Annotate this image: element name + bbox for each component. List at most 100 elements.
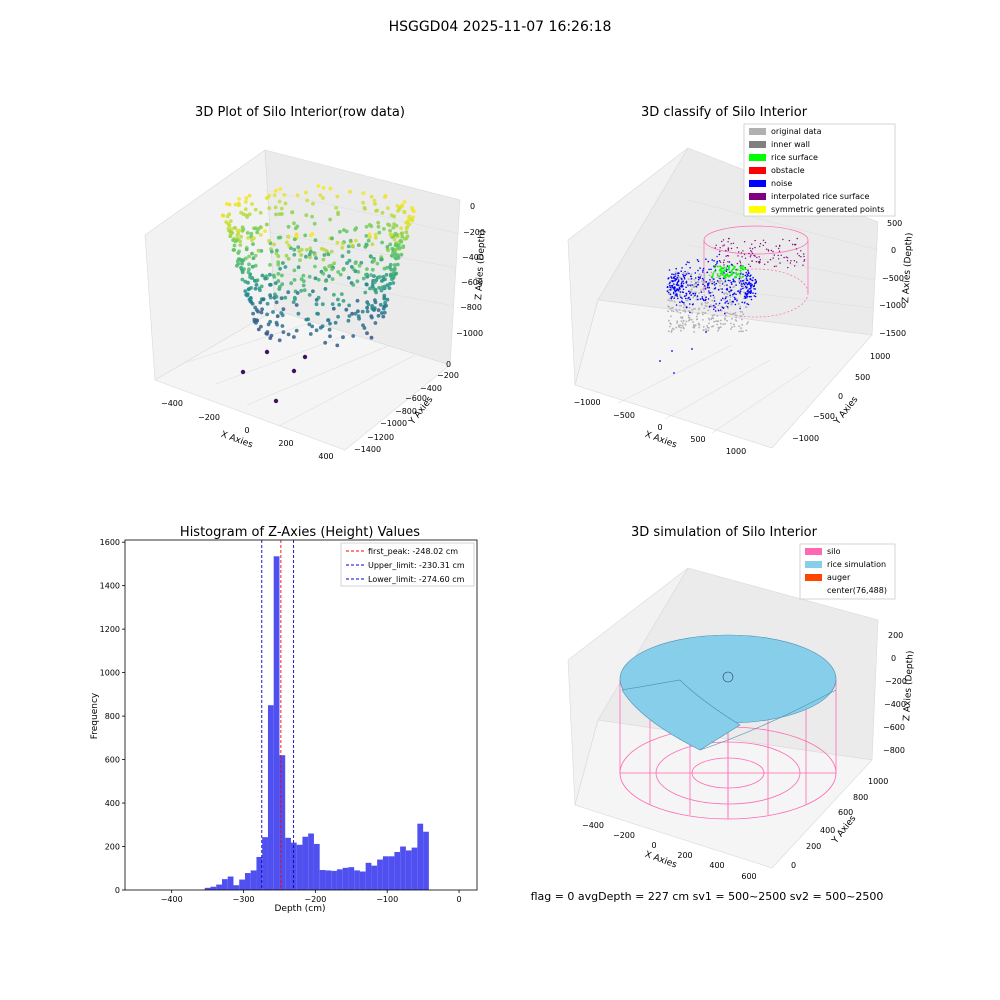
classify-point-interpolated (793, 260, 796, 262)
histogram-bar (204, 887, 211, 890)
classify-point-original (739, 284, 742, 287)
raw-point (281, 307, 286, 312)
raw-point (267, 239, 271, 243)
histogram-bar (394, 851, 401, 890)
classify-point-noise (683, 276, 686, 279)
classify-point-original (731, 318, 733, 320)
raw-y-tick: −400 (420, 384, 442, 393)
classify-point-noise (668, 269, 671, 271)
sim-rice-front-edge (699, 689, 837, 751)
classify-point-original (690, 288, 693, 291)
raw-point (304, 248, 309, 252)
classify-point-interpolated (716, 255, 718, 258)
raw-point (394, 233, 399, 237)
raw-point (377, 230, 382, 235)
classify-point-noise (739, 280, 742, 282)
hist-xlabel: Depth (cm) (274, 904, 325, 914)
raw-point (246, 280, 250, 285)
classify-point-noise (704, 288, 707, 290)
hist-x-tick-label: −400 (161, 895, 183, 904)
raw-point (308, 255, 312, 260)
raw-point (308, 246, 313, 251)
raw-point (260, 307, 264, 312)
classify-point-noise (743, 302, 746, 304)
classify-point-original (673, 300, 676, 303)
classify-point-interpolated (803, 259, 806, 261)
classify-point-noise (674, 290, 677, 293)
classify-point-original (692, 321, 694, 323)
panel-raw-title: 3D Plot of Silo Interior(row data) (195, 105, 405, 120)
hist-legend: first_peak: -248.02 cm Upper_limit: -230… (340, 542, 475, 587)
classify-point-original (729, 301, 731, 304)
classify-point-noise (745, 271, 747, 274)
histogram-axes-frame (124, 539, 478, 891)
raw-point (264, 196, 269, 200)
raw-point (227, 212, 232, 217)
raw-point (340, 246, 345, 250)
classify-point-noise (679, 291, 682, 293)
raw-point (292, 221, 296, 226)
classify-point-interpolated (796, 261, 798, 263)
classify-point-noise (739, 307, 741, 310)
raw-point (390, 253, 394, 258)
raw-point (393, 272, 398, 276)
raw-point (342, 228, 346, 232)
classify-point-original (675, 271, 677, 273)
classify-point-interpolated (730, 243, 732, 245)
raw-point (277, 199, 282, 204)
classify-point-original (719, 284, 721, 287)
classify-point-original (704, 328, 707, 330)
raw-point (375, 261, 380, 266)
legend-swatch-original-data (749, 128, 766, 135)
raw-point (386, 222, 390, 227)
raw-point (388, 281, 392, 286)
classify-point-noise (673, 297, 675, 300)
raw-point (280, 282, 285, 287)
classify-point-interpolated (759, 245, 761, 248)
classify-point-original (719, 322, 722, 325)
classify-point-noise (714, 287, 717, 289)
classify-point-original (696, 318, 699, 321)
panel-simulation-3d: 3D simulation of Silo Interior (531, 525, 916, 903)
classify-point-original (742, 285, 745, 287)
classify-point-noise (749, 278, 751, 281)
raw-point (255, 278, 260, 283)
raw-z-tick: −800 (460, 303, 482, 312)
raw-point (410, 218, 415, 223)
raw-point (368, 254, 373, 258)
raw-point (389, 213, 394, 218)
raw-point (392, 266, 397, 271)
classify-point-noise (723, 272, 725, 274)
classify-point-rice-surface (730, 270, 733, 272)
classify-point-original (690, 273, 693, 276)
classify-point-original (687, 314, 690, 317)
classify-point-original (669, 325, 671, 328)
raw-y-ticks: 0 −200 −400 −600 −800 −1000 −1200 −1400 (354, 360, 459, 454)
classify-point-original (724, 298, 726, 301)
raw-point (372, 274, 376, 278)
classify-point-noise (752, 285, 755, 288)
classify-point-noise (671, 284, 674, 287)
classify-point-noise (738, 277, 741, 280)
classify-point-noise (685, 273, 688, 275)
classify-point-original (736, 298, 739, 300)
classify-point-original (717, 329, 719, 332)
raw-point (274, 212, 278, 217)
raw-point (314, 302, 319, 307)
classify-point-noise (748, 283, 751, 285)
classify-point-interpolated (786, 260, 789, 262)
histogram-bar (325, 870, 332, 890)
raw-point (382, 227, 386, 231)
raw-point (364, 243, 369, 247)
classify-point-interpolated (773, 254, 775, 256)
classify-point-interpolated (775, 265, 777, 267)
raw-outlier-point (240, 369, 246, 375)
classify-point-noise (689, 267, 691, 269)
classify-point-original (703, 307, 706, 309)
raw-point (393, 248, 398, 253)
classify-point-original (731, 295, 734, 298)
classify-point-rice-surface (739, 269, 742, 272)
raw-point (400, 203, 405, 208)
classify-point-noise (697, 276, 700, 279)
